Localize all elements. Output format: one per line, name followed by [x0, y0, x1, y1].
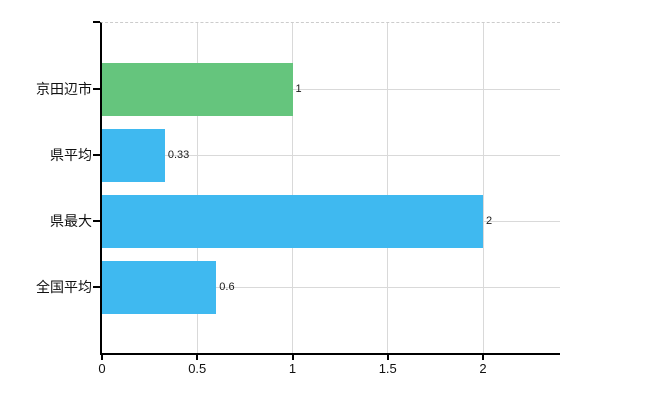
- bar: [102, 194, 483, 248]
- bar: [102, 128, 165, 182]
- vertical-gridline: [292, 23, 293, 353]
- plot-area: 1 0.33 2 0.6: [100, 22, 560, 355]
- x-axis-tick: [196, 355, 199, 360]
- y-axis-label: 京田辺市: [36, 81, 92, 97]
- bar-value-label: 0.6: [219, 281, 235, 293]
- y-axis-label: 県最大: [50, 213, 92, 229]
- bar: [102, 260, 217, 314]
- x-axis-tick-label: 1: [288, 361, 297, 376]
- x-axis-tick: [386, 355, 389, 360]
- y-axis-tick: [93, 286, 100, 288]
- x-axis-tick-label: 2: [479, 361, 487, 376]
- bar-value-label: 2: [486, 215, 493, 227]
- horizontal-gridline: [102, 286, 560, 288]
- horizontal-gridline: [102, 154, 560, 156]
- bar-value-label: 0.33: [167, 149, 190, 161]
- vertical-gridline: [482, 23, 484, 353]
- x-axis-tick-label: 1.5: [378, 361, 397, 376]
- bar-value-label: 1: [295, 83, 302, 95]
- bar: [102, 62, 293, 116]
- x-axis-tick-label: 0.5: [188, 361, 207, 376]
- x-axis-tick: [101, 355, 103, 360]
- vertical-gridline: [387, 23, 389, 353]
- x-axis-tick: [482, 355, 484, 360]
- y-axis-label: 県平均: [50, 147, 92, 163]
- x-axis-tick: [291, 355, 294, 360]
- y-axis-tick: [93, 154, 100, 156]
- y-axis-top-tick: [93, 21, 100, 23]
- y-axis-label: 全国平均: [36, 279, 92, 295]
- x-axis-tick-label: 0: [98, 361, 106, 376]
- y-axis-tick: [93, 88, 100, 90]
- horizontal-gridline: [102, 88, 560, 90]
- y-axis-tick: [93, 220, 100, 222]
- vertical-gridline: [196, 23, 198, 353]
